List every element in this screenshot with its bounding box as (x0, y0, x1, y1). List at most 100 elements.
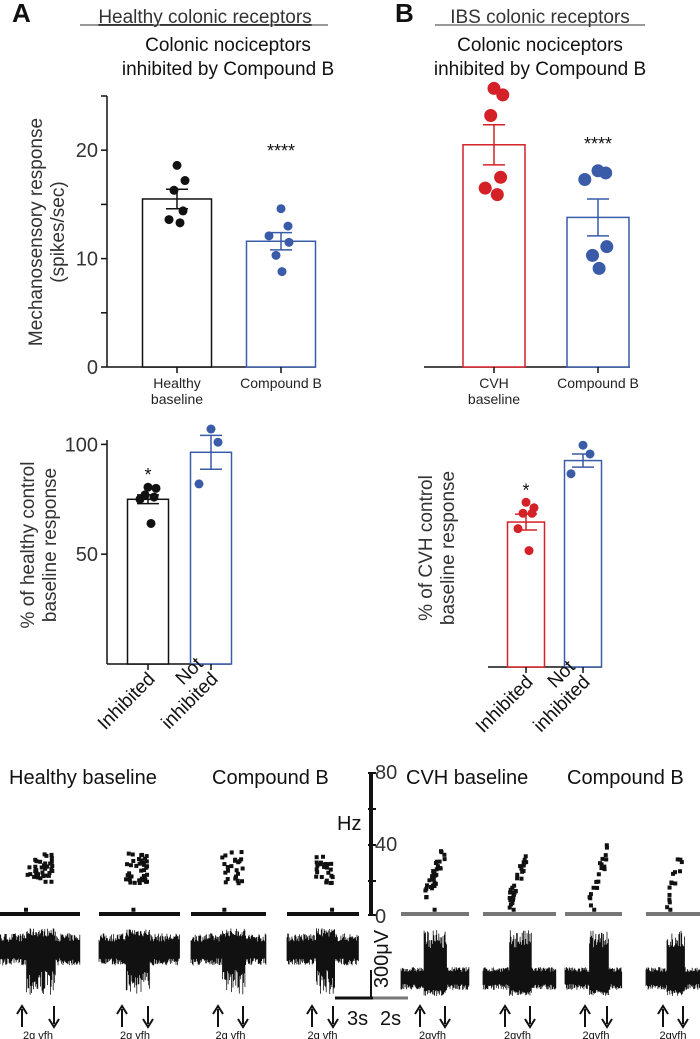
spike-rate-point (223, 870, 228, 875)
spike-rate-point (25, 872, 30, 877)
voltage-trace (190, 928, 267, 995)
y-tick-label: 0 (87, 357, 98, 379)
panel-b-subtitle-1: Colonic nociceptors (457, 35, 623, 56)
spike-rate-point (431, 872, 436, 877)
spike-rate-point (324, 880, 329, 885)
spike-rate-point (239, 850, 244, 855)
bar (563, 459, 603, 668)
panel-a-heading: Healthy colonic receptors (98, 7, 311, 28)
y-axis-label: % of CVH control (416, 475, 437, 621)
spike-rate-point (222, 907, 227, 912)
down-arrow-head-icon (327, 1018, 339, 1029)
spike-rate-point (141, 862, 146, 867)
spike-rate-point (143, 856, 148, 861)
bar (566, 216, 630, 368)
spike-rate-point (41, 874, 46, 879)
y-tick-label: 10 (76, 249, 98, 271)
spike-rate-point (599, 866, 604, 871)
stimulus-label: 2gvfh (504, 1030, 531, 1039)
x-tick-label: baseline (468, 391, 520, 407)
bar (506, 521, 546, 668)
hz-tick-label: 0 (375, 906, 386, 928)
spike-rate-point (240, 879, 245, 884)
spike-rate-point (325, 862, 330, 867)
spike-rate-point (145, 879, 150, 884)
spike-rate-point (595, 885, 600, 890)
spike-rate-point (142, 875, 147, 880)
data-point (578, 172, 592, 186)
spike-rate-point (667, 897, 672, 902)
panel-a-subtitle-2: inhibited by Compound B (122, 59, 334, 80)
data-point (151, 483, 161, 493)
spike-rate-point (667, 892, 672, 897)
spike-rate-point (431, 869, 436, 874)
data-point (169, 185, 179, 195)
spike-rate-point (596, 872, 601, 877)
time-scale-label-black: 3s (347, 1008, 368, 1030)
y-tick-label: 20 (76, 140, 98, 162)
x-tick-label: Inhibited (472, 672, 538, 738)
spike-rate-point (39, 865, 44, 870)
spike-rate-point (232, 858, 237, 863)
data-point (518, 508, 528, 518)
spike-rate-point (225, 877, 230, 882)
voltage-trace (564, 930, 623, 996)
data-point (135, 494, 145, 504)
spike-rate-point (328, 867, 333, 872)
spike-rate-point (434, 872, 439, 877)
spike-rate-point (144, 865, 149, 870)
spike-rate-point (139, 852, 144, 857)
data-point (513, 524, 523, 534)
trace-title: Compound B (212, 767, 329, 789)
data-point (496, 88, 510, 102)
spike-rate-point (139, 868, 144, 873)
spike-rate-point (319, 875, 324, 880)
y-axis-label: baseline response (40, 468, 61, 622)
stimulus-label: 2g vfh (120, 1030, 150, 1039)
spike-rate-point (588, 892, 593, 897)
spike-rate-point (128, 863, 133, 868)
spike-rate-point (600, 856, 605, 861)
stimulus-label: 2gvfh (583, 1030, 610, 1039)
trace-8: 2gvfh (645, 857, 700, 1039)
x-tick-label: CVH (479, 375, 509, 391)
y-axis-label: baseline response (438, 471, 459, 625)
electrophysiology-traces: Healthy baseline Compound B CVH baseline Co… (0, 762, 700, 1039)
spike-rate-point (137, 878, 142, 883)
spike-rate-point (665, 905, 670, 910)
x-tick-label: Compound B (557, 375, 639, 391)
spike-rate-point (38, 876, 43, 881)
data-point (277, 267, 287, 277)
spike-rate-point (592, 907, 597, 912)
voltage-trace (400, 930, 470, 996)
spike-rate-point (128, 880, 133, 885)
spike-rate-point (677, 869, 682, 874)
spike-rate-point (508, 898, 513, 903)
spike-rate-point (127, 871, 132, 876)
y-axis-label: % of healthy control (18, 462, 39, 629)
spike-rate-point (602, 867, 607, 872)
spike-rate-point (315, 863, 320, 868)
trace-title: Compound B (567, 767, 684, 789)
stimulus-arrows (306, 1004, 339, 1029)
spike-rate-point (48, 861, 53, 866)
spike-rate-point (438, 849, 443, 854)
spike-rate-point (139, 876, 144, 881)
data-point (586, 248, 599, 262)
down-arrow-head-icon (601, 1018, 613, 1029)
spike-rate-point (223, 880, 228, 885)
up-arrow-head-icon (212, 1004, 224, 1015)
spike-rate-point (127, 877, 132, 882)
data-point (484, 109, 498, 123)
spike-rate-point (124, 862, 129, 867)
trace-4: 2g vfh (286, 854, 359, 1039)
trace-6: 2gvfh (482, 854, 557, 1039)
spike-rate-point (508, 890, 513, 895)
spike-rate-point (604, 843, 609, 848)
spike-rate-point (511, 907, 516, 912)
y-tick-label: 100 (65, 434, 98, 456)
spike-rate-point (49, 879, 54, 884)
voltage-trace (98, 929, 180, 994)
spike-rate-point (519, 876, 524, 881)
spike-rate-point (318, 862, 323, 867)
